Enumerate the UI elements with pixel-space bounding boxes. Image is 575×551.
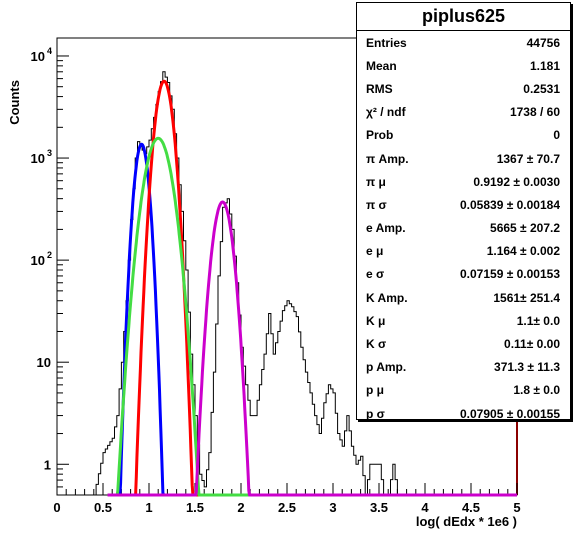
stats-value: 0.9192 ± 0.0030: [473, 174, 560, 189]
y-tick-exponent: 4: [47, 46, 52, 56]
stats-row: K σ 0.11± 0.00: [357, 332, 570, 355]
x-tick-label: 3.5: [370, 500, 388, 515]
x-tick-label: 2: [237, 500, 244, 515]
y-axis-label: Counts: [7, 80, 22, 125]
y-tick-exponent: 2: [47, 250, 52, 260]
stats-label: π μ: [366, 174, 386, 189]
stats-row: e μ 1.164 ± 0.002: [357, 240, 570, 263]
stats-value: 1367 ± 70.7: [496, 151, 560, 166]
stats-row: K Amp. 1561± 251.4: [357, 286, 570, 309]
stats-box: piplus625 Entries 44756 Mean 1.181 RMS 0.2531…: [356, 2, 571, 421]
stats-label: p Amp.: [366, 360, 407, 375]
y-tick-label: 10: [37, 355, 51, 370]
x-axis-label: log( dEdx * 1e6 ): [416, 514, 517, 529]
stats-label: K Amp.: [366, 290, 408, 305]
stats-row: K μ 1.1± 0.0: [357, 309, 570, 332]
stats-label: Entries: [366, 35, 407, 50]
stats-row: e σ 0.07159 ± 0.00153: [357, 263, 570, 286]
stats-row: Prob 0: [357, 124, 570, 147]
stats-value: 1.1± 0.0: [516, 313, 560, 328]
stats-label: e μ: [366, 244, 384, 259]
stats-value: 1738 / 60: [509, 105, 560, 120]
y-tick-label: 10: [31, 49, 45, 64]
stats-row: e Amp. 5665 ± 207.2: [357, 217, 570, 240]
stats-value: 1561± 251.4: [493, 290, 560, 305]
x-tick-label: 1: [145, 500, 152, 515]
stats-label: K σ: [366, 337, 387, 352]
stats-value: 0.07905 ± 0.00155: [459, 406, 560, 421]
stats-value: 1.164 ± 0.002: [486, 244, 560, 259]
stats-label: χ² / ndf: [366, 105, 406, 120]
x-tick-label: 0.5: [94, 500, 112, 515]
y-tick-label: 10: [31, 253, 45, 268]
stats-value: 44756: [526, 35, 560, 50]
x-tick-label: 4.5: [462, 500, 480, 515]
stats-label: p σ: [366, 406, 385, 421]
stats-label: RMS: [366, 81, 393, 96]
x-tick-label: 0: [53, 500, 60, 515]
stats-value: 371.3 ± 11.3: [494, 360, 560, 375]
stats-value: 1.8 ± 0.0: [513, 383, 560, 398]
x-tick-label: 2.5: [278, 500, 296, 515]
stats-value: 1.181: [529, 58, 560, 73]
stats-row: π Amp. 1367 ± 70.7: [357, 147, 570, 170]
x-tick-label: 5: [513, 500, 520, 515]
stats-row: RMS 0.2531: [357, 77, 570, 100]
stats-label: π Amp.: [366, 151, 409, 166]
stats-row: Entries 44756: [357, 31, 570, 54]
stats-label: Prob: [366, 128, 394, 143]
y-tick-label: 10: [31, 151, 45, 166]
stats-label: p μ: [366, 383, 385, 398]
stats-row: p μ 1.8 ± 0.0: [357, 379, 570, 402]
stats-value: 0: [553, 128, 560, 143]
stats-value: 0.07159 ± 0.00153: [459, 267, 560, 282]
stats-row: χ² / ndf 1738 / 60: [357, 101, 570, 124]
y-tick-label: 1: [44, 457, 51, 472]
stats-label: e σ: [366, 267, 385, 282]
stats-row: p Amp. 371.3 ± 11.3: [357, 356, 570, 379]
stats-row: π σ 0.05839 ± 0.00184: [357, 193, 570, 216]
stats-row: Mean 1.181: [357, 54, 570, 77]
stats-row: π μ 0.9192 ± 0.0030: [357, 170, 570, 193]
stats-value: 0.11± 0.00: [504, 337, 560, 352]
stats-label: Mean: [366, 58, 397, 73]
x-tick-label: 1.5: [186, 500, 204, 515]
stats-value: 5665 ± 207.2: [490, 221, 560, 236]
x-tick-label: 3: [329, 500, 336, 515]
stats-label: π σ: [366, 197, 387, 212]
x-tick-label: 4: [421, 500, 429, 515]
stats-row: p σ 0.07905 ± 0.00155: [357, 402, 570, 425]
stats-title: piplus625: [357, 3, 570, 31]
p-fit-curve: [106, 200, 518, 497]
y-tick-exponent: 3: [47, 148, 52, 158]
stats-value: 0.05839 ± 0.00184: [459, 197, 560, 212]
stats-label: K μ: [366, 313, 386, 328]
stats-value: 0.2531: [523, 81, 560, 96]
stats-label: e Amp.: [366, 221, 406, 236]
fit-curves-layer: [106, 79, 518, 497]
stats-rows: Entries 44756 Mean 1.181 RMS 0.2531 χ² / ndf 17…: [357, 31, 570, 425]
